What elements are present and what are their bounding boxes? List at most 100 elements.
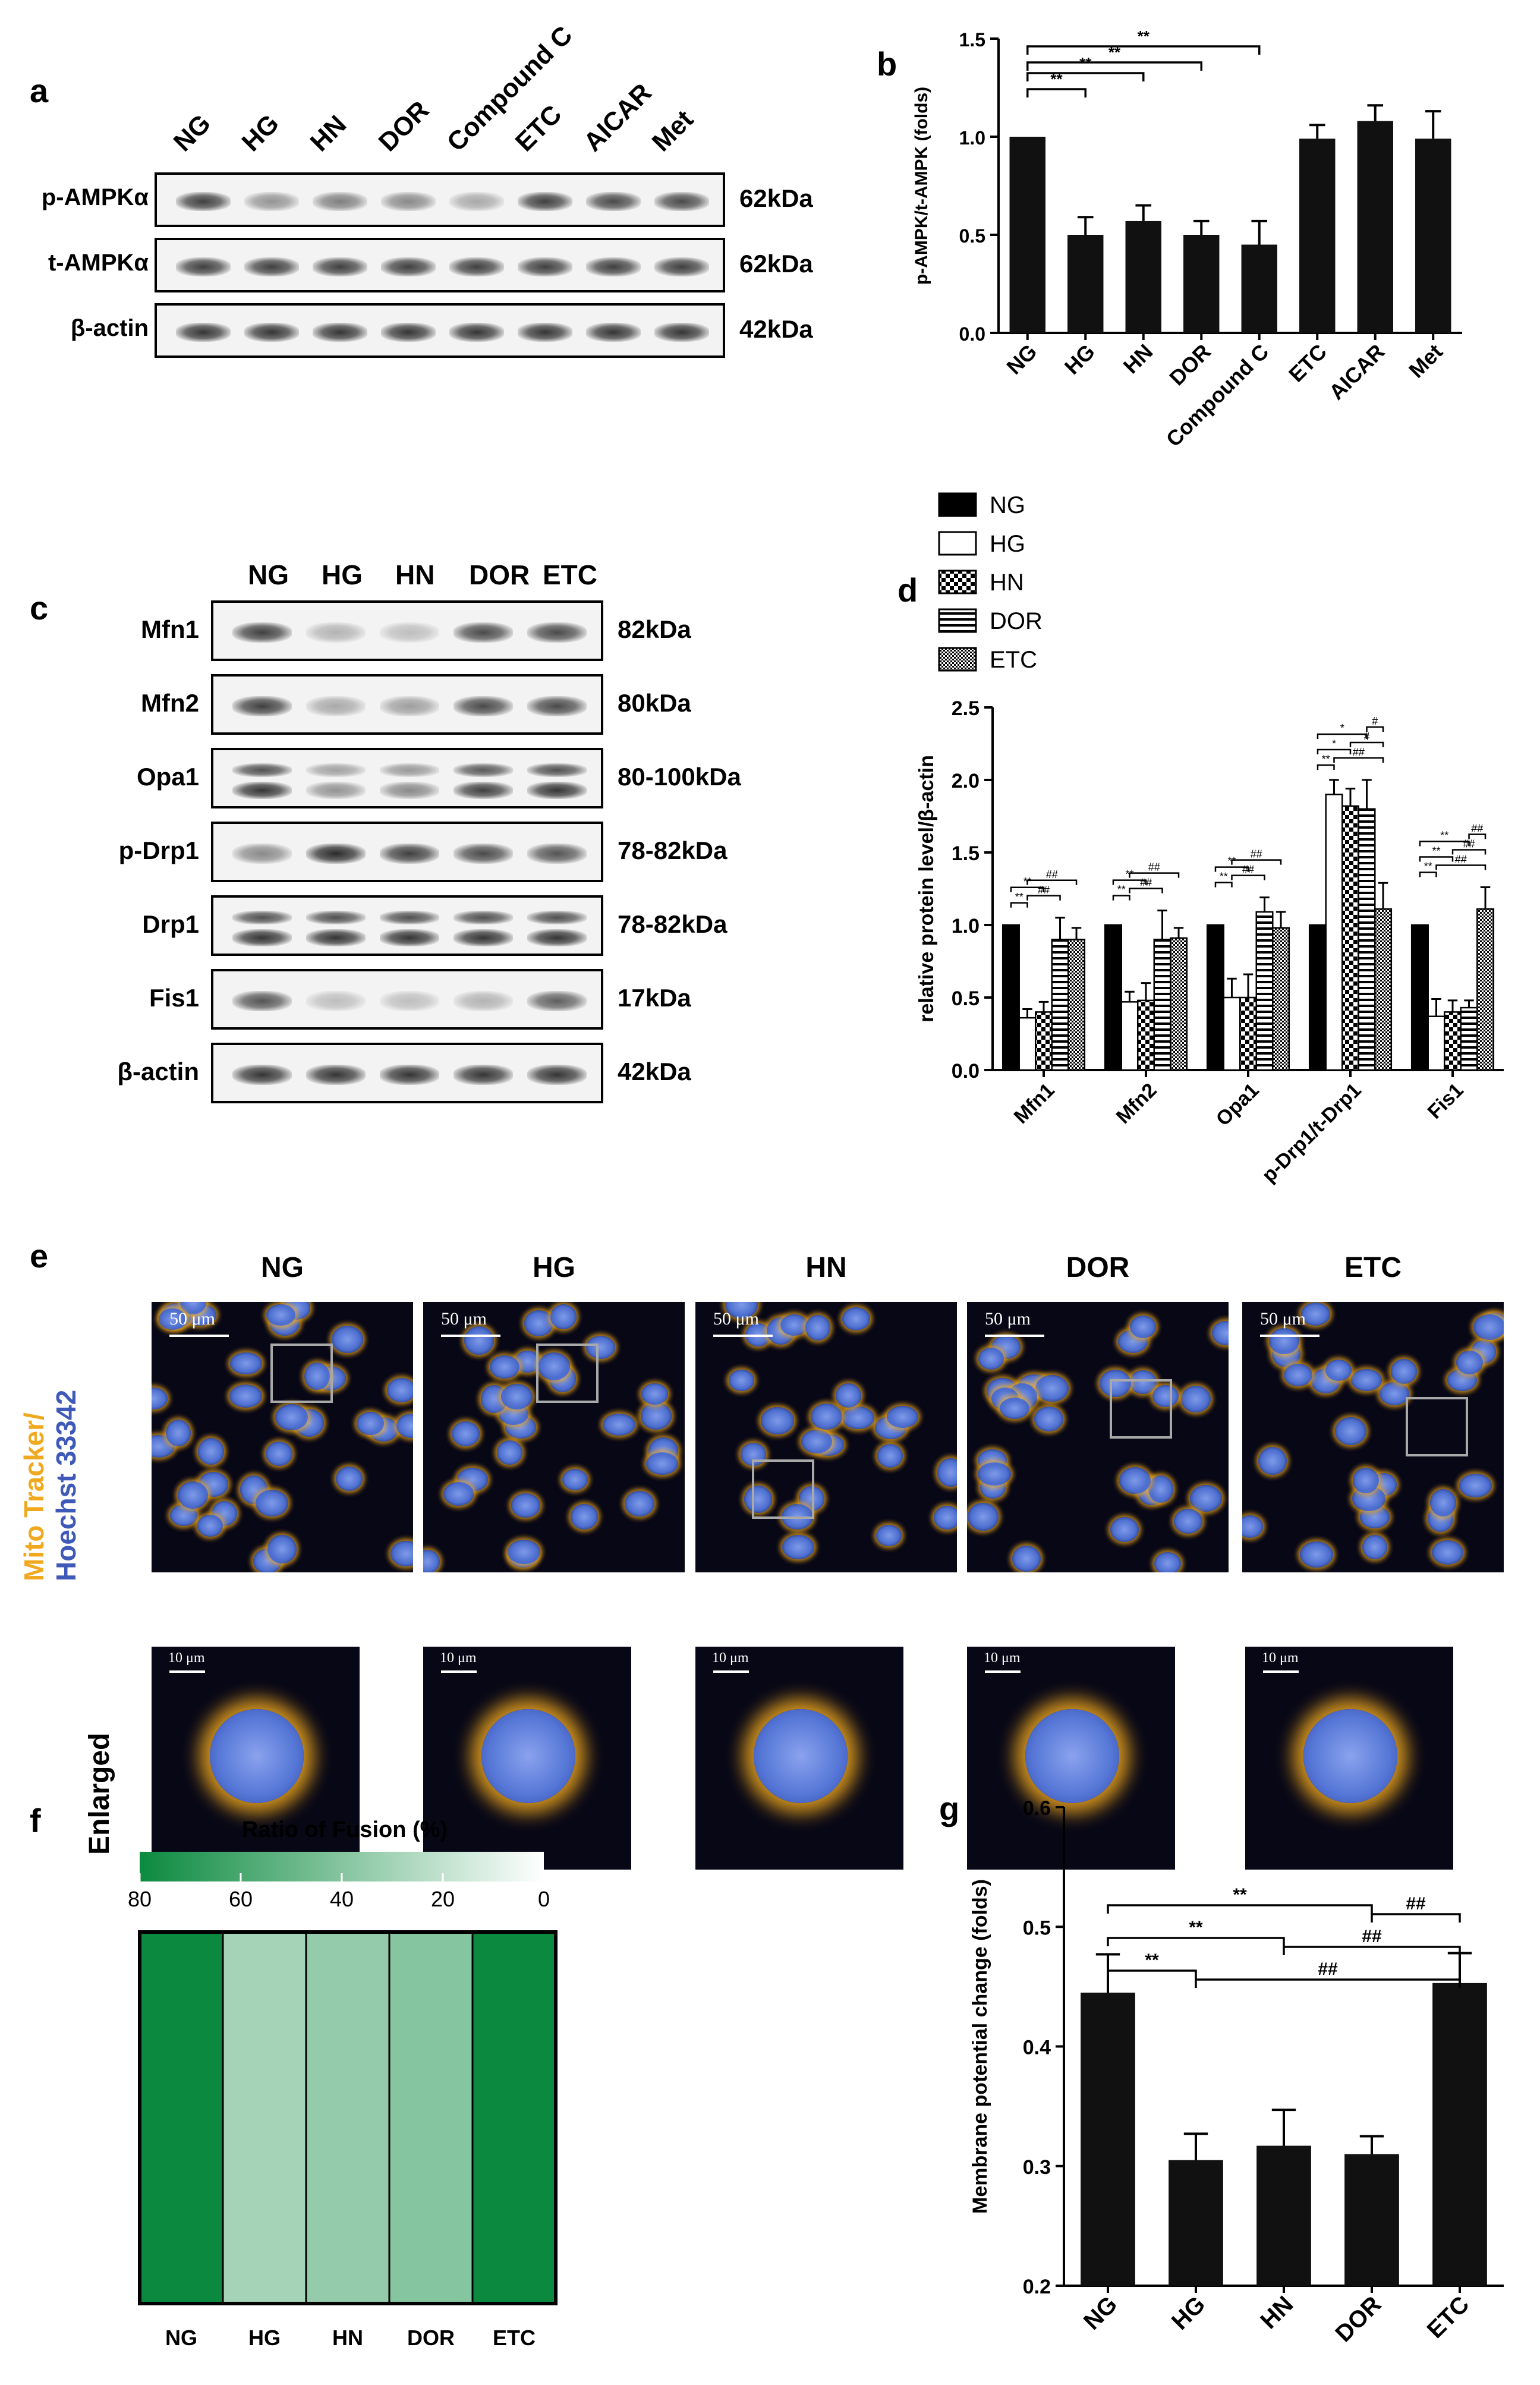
nucleus — [1335, 1417, 1366, 1445]
blot-band — [654, 192, 709, 211]
blot-band — [527, 929, 587, 946]
bar — [1358, 808, 1376, 1071]
nucleus — [275, 1404, 308, 1430]
nucleus — [1459, 1474, 1492, 1498]
blot-band — [312, 323, 367, 342]
micrograph: 50 μm — [1242, 1302, 1504, 1572]
heatmap-label: HG — [248, 2326, 281, 2350]
panel-letter-b: b — [877, 45, 897, 83]
nucleus — [886, 1406, 918, 1429]
nucleus — [1325, 1359, 1352, 1382]
significance-bracket — [1010, 886, 1045, 892]
significance-bracket — [1451, 849, 1487, 855]
significance-bracket — [1349, 741, 1384, 747]
nucleus — [443, 1481, 474, 1506]
scale-text: 10 μm — [712, 1650, 749, 1666]
y-tick-label: 0.5 — [1023, 1917, 1051, 1939]
nucleus — [496, 1440, 523, 1465]
x-tick-label: DOR — [1164, 339, 1215, 391]
significance-label: ## — [1318, 1959, 1338, 1979]
nucleus — [782, 1535, 815, 1560]
significance-bracket — [1129, 872, 1180, 878]
mito-tracker-label: Mito Tracker/ — [18, 1412, 49, 1581]
micrograph-title: DOR — [1066, 1252, 1130, 1283]
blot-band — [527, 843, 587, 864]
micrograph-title: ETC — [1344, 1252, 1402, 1283]
panel-letter-a: a — [30, 72, 49, 109]
bar — [1170, 937, 1188, 1071]
significance-label: ** — [1220, 871, 1228, 883]
significance-label: ** — [1117, 884, 1126, 896]
significance-bracket — [1333, 757, 1384, 763]
blot-row-label: Mfn1 — [141, 615, 199, 643]
nucleus — [805, 1315, 831, 1341]
significance-bracket — [1112, 879, 1147, 885]
significance-bracket — [1468, 833, 1487, 839]
nucleus — [835, 1383, 861, 1408]
y-tick-label: 1.0 — [952, 915, 980, 937]
nucleus — [304, 1362, 330, 1390]
nucleus — [1431, 1540, 1464, 1565]
nucleus — [451, 1421, 480, 1446]
scale-bar — [713, 1335, 773, 1337]
nucleus — [811, 1403, 843, 1430]
scale-text: 10 μm — [168, 1650, 205, 1666]
significance-bracket — [1026, 45, 1261, 55]
nucleus — [571, 1503, 599, 1530]
significance-bracket — [1371, 1913, 1461, 1923]
heatmap-panel-f: Ratio of Fusion (%) 80 60 40 20 0 NG HG HN DOR ETC — [128, 1817, 558, 2350]
blot-strip — [211, 969, 603, 1030]
nucleus — [646, 1452, 678, 1475]
blot-band — [527, 696, 587, 717]
blot-strip — [155, 303, 725, 358]
nucleus — [937, 1458, 957, 1487]
bar — [1104, 924, 1122, 1071]
y-tick-label: 0.0 — [952, 1060, 980, 1083]
panel-letter-f: f — [30, 1802, 41, 1839]
significance-label: ** — [1432, 845, 1440, 857]
scale-bar — [169, 1670, 205, 1673]
nucleus — [999, 1398, 1030, 1420]
nucleus — [625, 1491, 654, 1517]
significance-label: ## — [1148, 861, 1160, 873]
legend-swatch — [938, 569, 977, 594]
blot-band — [527, 763, 587, 777]
nucleus — [335, 1467, 363, 1492]
blot-band — [312, 192, 367, 211]
scale-text: 50 μm — [169, 1309, 215, 1329]
micrograph: 50 μm — [423, 1302, 685, 1572]
legend-label: ETC — [990, 647, 1037, 673]
blot-band — [380, 323, 436, 342]
nucleus — [1012, 1545, 1041, 1572]
significance-label: ** — [1322, 753, 1330, 765]
scale-bar — [985, 1670, 1021, 1673]
colorbar-tick-label: 20 — [431, 1887, 455, 1911]
significance-bracket — [1435, 864, 1487, 870]
hoechst-label: Hoechst 33342 — [51, 1389, 81, 1581]
y-axis-label: relative protein level/β-actin — [915, 755, 938, 1022]
lane-label: HG — [322, 559, 363, 590]
nucleus — [1300, 1541, 1333, 1568]
lane-label: DOR — [469, 559, 530, 590]
bar — [1002, 924, 1020, 1071]
nucleus — [356, 1412, 384, 1435]
blot-band — [312, 257, 367, 276]
bar-chart-panel-g: 0.2 0.3 0.4 0.5 0.6 Membrane potential change… — [969, 1797, 1504, 2347]
kda-label: 82kDa — [618, 615, 691, 643]
bar — [1357, 121, 1393, 333]
blot-band — [232, 763, 292, 777]
blot-band — [232, 911, 292, 924]
blot-band — [380, 929, 439, 946]
heatmap-cell — [471, 1931, 557, 2305]
significance-bracket — [1195, 1978, 1461, 1988]
nucleus — [1189, 1485, 1222, 1512]
nucleus — [550, 1304, 577, 1329]
y-axis-label: p-AMPK/t-AMPK (folds) — [912, 87, 931, 285]
x-tick-label: HG — [1167, 2291, 1211, 2335]
blot-band — [454, 911, 513, 924]
nucleus — [801, 1430, 832, 1454]
bar — [1341, 805, 1360, 1071]
significance-bracket — [1107, 1937, 1285, 1946]
blot-band — [454, 622, 513, 643]
y-tick-label: 0.5 — [952, 987, 980, 1010]
